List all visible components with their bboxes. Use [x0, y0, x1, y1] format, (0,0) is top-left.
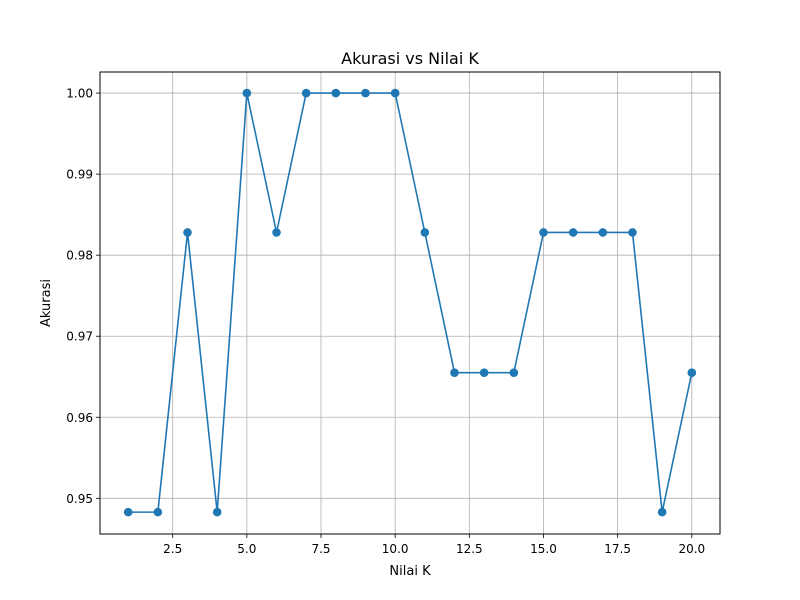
x-tick-label: 15.0 — [530, 542, 557, 556]
x-tick-label: 7.5 — [311, 542, 330, 556]
data-point — [331, 88, 341, 98]
y-tick-label: 1.00 — [66, 87, 93, 101]
x-tick-label: 20.0 — [678, 542, 705, 556]
data-point — [509, 368, 519, 378]
x-tick-label: 10.0 — [382, 542, 409, 556]
plot-frame — [99, 71, 721, 535]
data-point — [539, 228, 548, 237]
data-point — [420, 228, 430, 237]
y-axis-ticks: 0.95 0.96 0.97 0.98 0.99 1.00 — [66, 87, 100, 506]
data-point — [123, 507, 133, 517]
data-point — [628, 228, 637, 237]
data-point — [450, 368, 459, 378]
data-point — [479, 368, 489, 378]
data-point — [242, 88, 252, 98]
data-point — [598, 228, 608, 237]
data-point — [361, 88, 370, 98]
data-point — [390, 88, 400, 98]
y-tick-label: 0.96 — [66, 411, 93, 425]
y-tick-label: 0.95 — [66, 492, 93, 506]
series-group — [123, 88, 697, 517]
plot-area — [100, 72, 720, 534]
data-point — [212, 507, 222, 517]
x-tick-label: 5.0 — [237, 542, 256, 556]
x-axis-ticks: 2.5 5.0 7.5 10.0 12.5 15.0 17.5 20.0 — [163, 534, 705, 556]
data-point — [183, 228, 192, 237]
data-point — [687, 368, 697, 378]
grid-lines — [100, 72, 720, 534]
x-axis-label: Nilai K — [389, 564, 431, 579]
y-axis-label: Akurasi — [39, 279, 54, 327]
y-tick-label: 0.98 — [66, 249, 93, 263]
y-tick-label: 0.97 — [66, 330, 93, 344]
chart-title: Akurasi vs Nilai K — [341, 49, 479, 68]
data-point — [153, 507, 163, 517]
x-tick-label: 17.5 — [604, 542, 631, 556]
x-tick-label: 12.5 — [456, 542, 483, 556]
data-point — [657, 507, 667, 517]
data-point — [568, 228, 578, 237]
x-tick-label: 2.5 — [163, 542, 182, 556]
series-line — [128, 92, 693, 513]
data-point — [272, 228, 281, 237]
y-tick-label: 0.99 — [66, 168, 93, 182]
data-point — [301, 88, 311, 98]
